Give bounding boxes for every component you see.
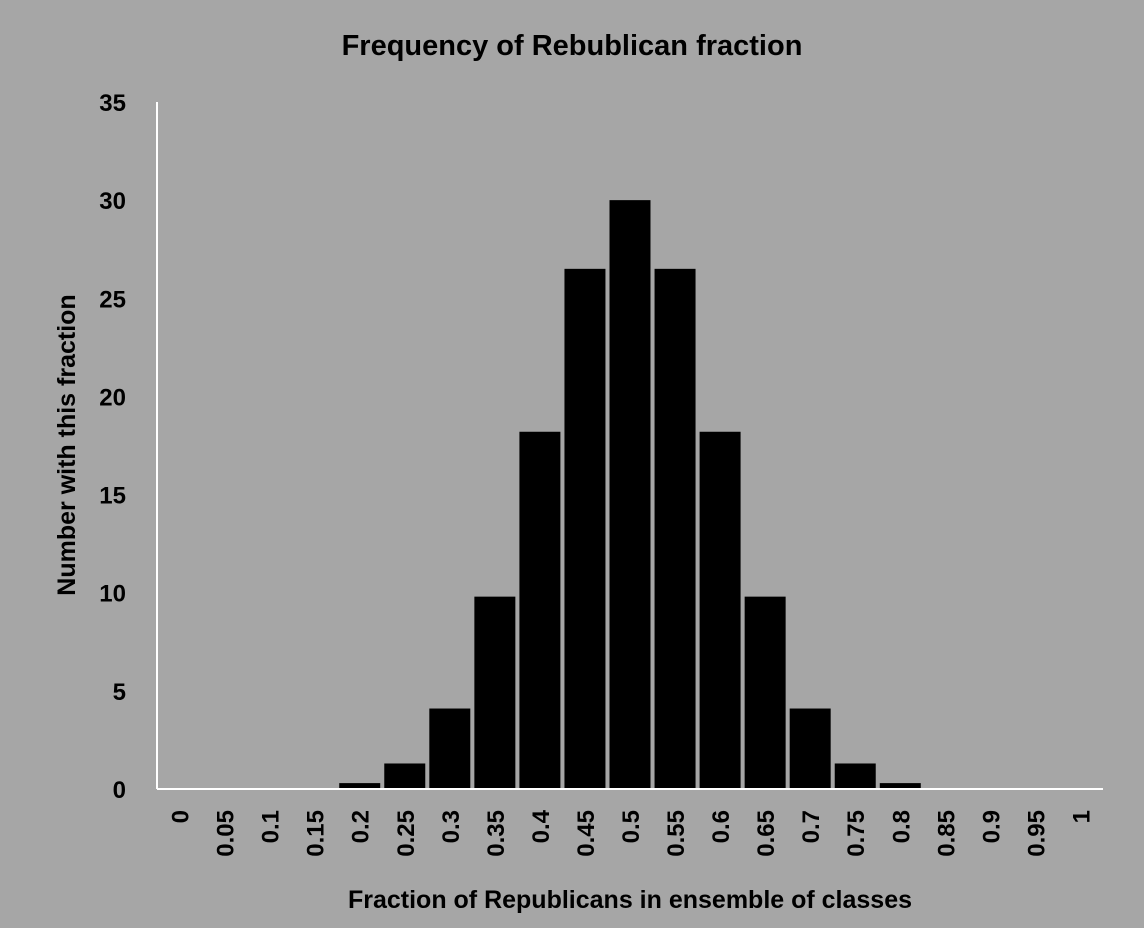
- bar-0.4: [519, 431, 561, 789]
- x-tick-label: 0.3: [438, 810, 465, 843]
- x-tick-label: 0.45: [573, 810, 600, 857]
- chart-title: Frequency of Rebublican fraction: [342, 30, 803, 62]
- x-tick-label: 0.35: [483, 810, 510, 857]
- x-tick-label: 0.5: [618, 810, 645, 843]
- x-tick-label: 0.7: [798, 810, 825, 843]
- bar-0.65: [744, 596, 786, 789]
- x-tick-label: 0.95: [1023, 810, 1050, 857]
- x-tick-label: 0.85: [933, 810, 960, 857]
- bar-0.8: [879, 783, 921, 789]
- y-axis-title: Number with this fraction: [53, 294, 81, 595]
- y-tick-label: 15: [99, 483, 126, 510]
- x-tick-label: 0.05: [213, 810, 240, 857]
- x-tick-label: 0.25: [393, 810, 420, 857]
- x-tick-label: 0.2: [348, 810, 375, 843]
- bars-group: [339, 200, 921, 790]
- x-tick-label: 0.55: [663, 810, 690, 857]
- y-tick-label: 0: [113, 777, 126, 804]
- x-tick-label: 0.1: [258, 810, 285, 843]
- x-tick-label: 0.8: [888, 810, 915, 843]
- bar-0.55: [654, 268, 696, 790]
- bar-0.5: [609, 200, 651, 789]
- y-tick-labels: 0 5 10 15 20 25 30 35: [99, 90, 126, 804]
- y-tick-label: 25: [99, 286, 126, 313]
- x-tick-label: 0.4: [528, 809, 555, 843]
- bar-0.3: [429, 708, 471, 789]
- y-tick-label: 30: [99, 188, 126, 215]
- x-axis-title: Fraction of Republicans in ensemble of c…: [348, 886, 912, 914]
- bar-0.7: [789, 708, 831, 789]
- x-tick-label: 1: [1068, 810, 1095, 823]
- x-tick-label: 0: [168, 810, 195, 823]
- y-tick-label: 35: [99, 90, 126, 117]
- bar-0.75: [834, 763, 876, 789]
- x-tick-label: 0.9: [978, 810, 1005, 843]
- x-tick-label: 0.75: [843, 810, 870, 857]
- bar-0.6: [699, 431, 741, 789]
- y-tick-label: 20: [99, 384, 126, 411]
- y-tick-label: 5: [113, 679, 126, 706]
- bar-0.45: [564, 268, 606, 790]
- bar-0.35: [474, 596, 516, 789]
- x-tick-label: 0.65: [753, 810, 780, 857]
- x-tick-labels: 0 0.05 0.1 0.15 0.2 0.25 0.3 0.35 0.4 0.45 0.5 0.55…: [168, 809, 1096, 856]
- x-tick-label: 0.6: [708, 810, 735, 843]
- bar-0.2: [339, 783, 381, 789]
- y-tick-label: 10: [99, 581, 126, 608]
- x-tick-label: 0.15: [303, 810, 330, 857]
- bar-0.25: [384, 763, 426, 789]
